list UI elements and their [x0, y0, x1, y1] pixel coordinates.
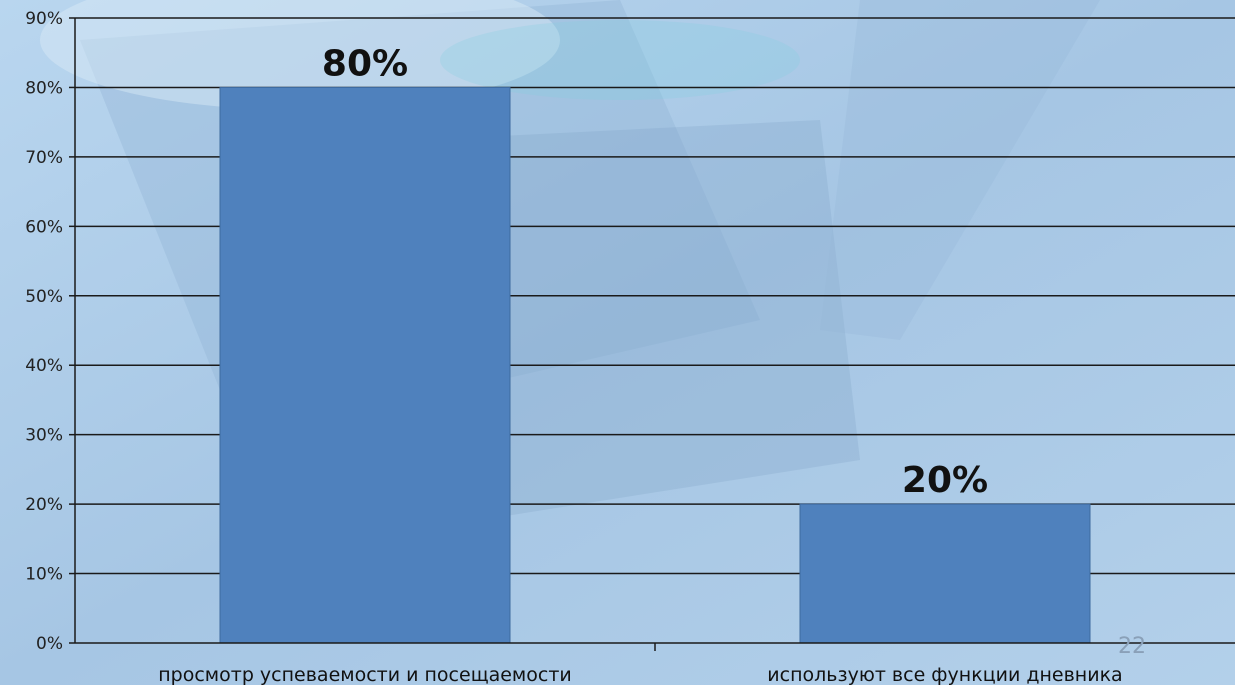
- y-tick-label: 80%: [25, 78, 63, 98]
- y-tick-label: 30%: [25, 426, 63, 446]
- x-category-label: используют все функции дневника: [767, 664, 1122, 685]
- y-tick-label: 60%: [25, 217, 63, 237]
- y-tick-label: 90%: [25, 9, 63, 29]
- slide-number: 22: [1118, 634, 1146, 659]
- bar: [799, 503, 1091, 644]
- x-axis-labels: просмотр успеваемости и посещаемости испо…: [158, 643, 1123, 685]
- y-tick-label: 0%: [36, 634, 63, 654]
- y-tick-label: 70%: [25, 148, 63, 168]
- data-labels: 80% 20%: [322, 43, 988, 501]
- data-label: 20%: [902, 460, 988, 501]
- y-tick-label: 10%: [25, 565, 63, 585]
- data-label: 80%: [322, 43, 408, 84]
- y-tick-label: 50%: [25, 287, 63, 307]
- y-axis-ticks: 0% 10% 20% 30% 40% 50% 60% 70% 80% 90%: [25, 9, 75, 654]
- y-tick-label: 40%: [25, 356, 63, 376]
- x-category-label: просмотр успеваемости и посещаемости: [158, 664, 572, 685]
- bar: [219, 86, 511, 644]
- bars: [219, 86, 1091, 644]
- y-tick-label: 20%: [25, 495, 63, 515]
